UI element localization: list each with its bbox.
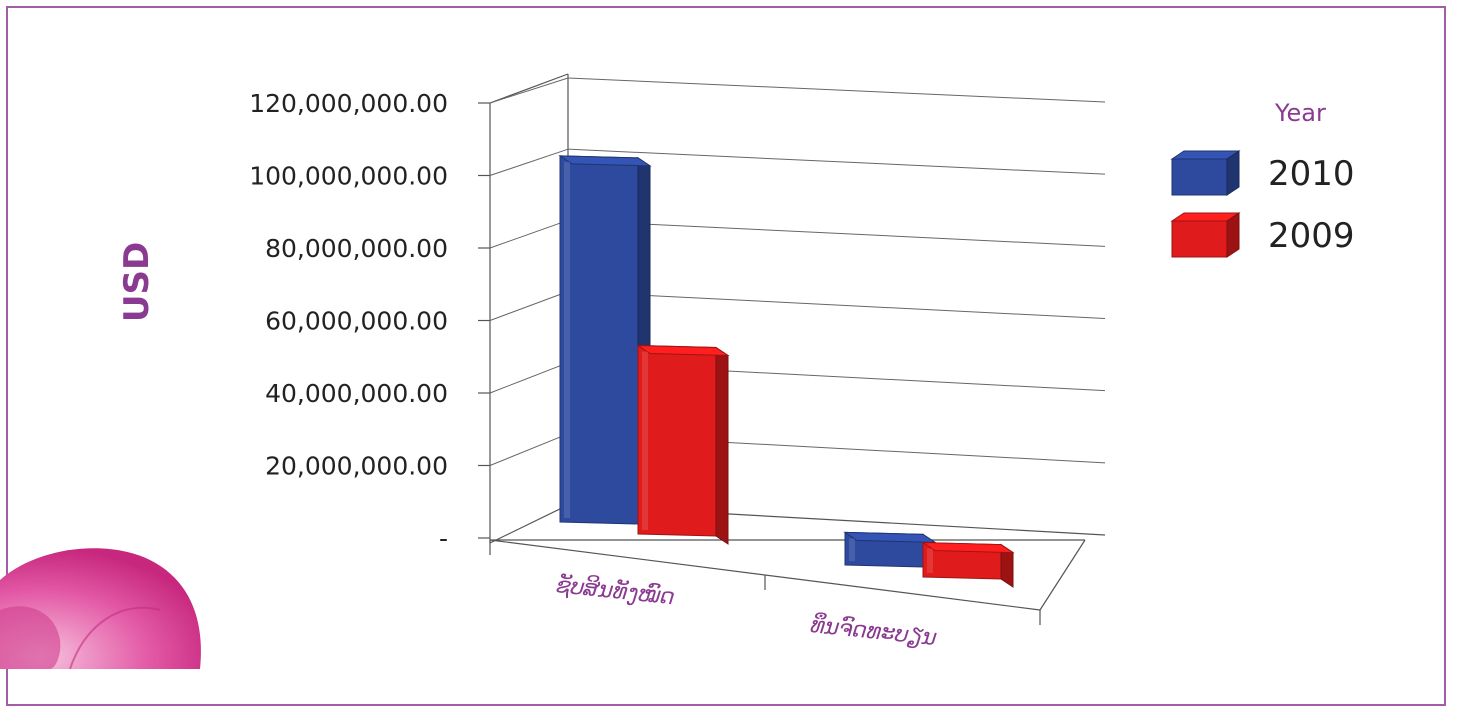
bar-2009-2 [921, 542, 1015, 588]
bars [558, 155, 1015, 588]
legend-label: 2010 [1268, 154, 1355, 194]
legend: Year 2010 2009 [1170, 99, 1355, 258]
x-axis-categories: ຊັບສິນທັງໝົດທຶນຈົດທະບຽນ [554, 570, 938, 652]
category-label-1: ຊັບສິນທັງໝົດ [554, 570, 676, 611]
category-label-2: ທຶນຈົດທະບຽນ [808, 610, 938, 651]
y-tick-label: - [439, 524, 448, 553]
legend-item-2010: 2010 [1170, 150, 1355, 196]
bar-chart-3d: - 20,000,000.00 40,000,000.00 60,000,000.00… [0, 73, 1355, 669]
bar-2010-2 [843, 531, 937, 576]
legend-label: 2009 [1268, 216, 1355, 256]
y-tick-label: 20,000,000.00 [265, 452, 448, 481]
y-tick-label: 60,000,000.00 [265, 307, 448, 336]
bar-2009-1 [636, 344, 730, 545]
y-tick-label: 120,000,000.00 [249, 89, 448, 118]
y-axis-ticks: - 20,000,000.00 40,000,000.00 60,000,000.00… [249, 89, 490, 553]
legend-item-2009: 2009 [1170, 212, 1355, 258]
y-tick-label: 100,000,000.00 [249, 162, 448, 191]
legend-title: Year [1274, 99, 1326, 127]
y-axis-label: USD [117, 242, 157, 322]
flower-decoration [0, 548, 201, 669]
y-tick-label: 40,000,000.00 [265, 379, 448, 408]
y-tick-label: 80,000,000.00 [265, 234, 448, 263]
bar-2010-1 [558, 155, 652, 533]
